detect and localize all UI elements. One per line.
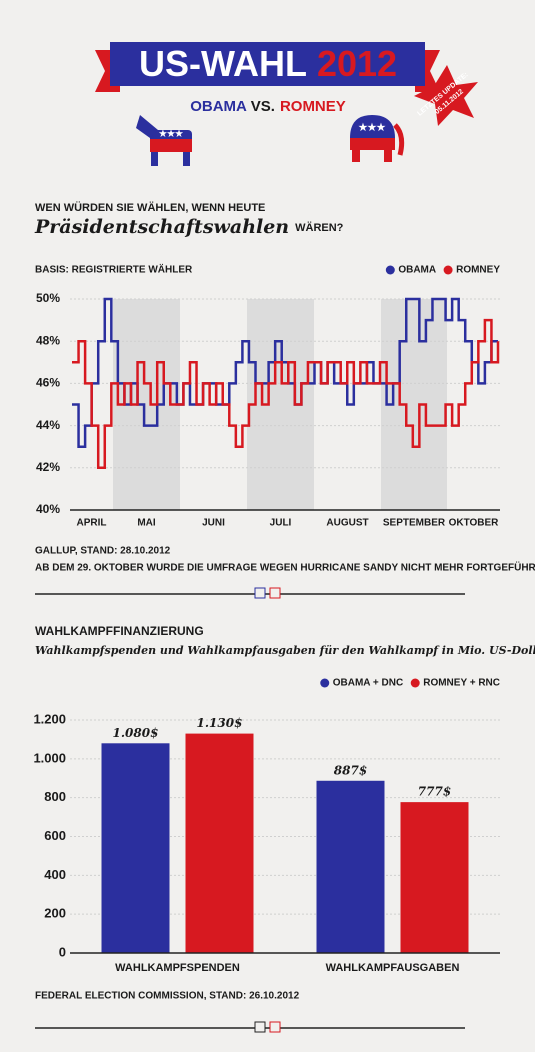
x-tick-label: AUGUST <box>326 518 368 529</box>
chart-title-pre: WEN WÜRDEN SIE WÄHLEN, WENN HEUTE <box>35 201 265 214</box>
header-subtitle: OBAMA VS. ROMNEY <box>190 98 346 115</box>
legend-label: OBAMA <box>398 265 436 276</box>
y-tick-label: 50% <box>36 291 60 305</box>
chart-subtitle: BASIS: REGISTRIERTE WÄHLER <box>35 263 193 276</box>
title-main: Präsidentschaftswahlen <box>34 216 289 238</box>
source: FEDERAL ELECTION COMMISSION, STAND: 26.1… <box>35 991 300 1002</box>
value-label: 1.080$ <box>113 726 159 740</box>
legend-label: ROMNEY + RNC <box>423 678 500 689</box>
bar <box>400 802 469 953</box>
legend-label: ROMNEY <box>456 265 500 276</box>
header-title: US-WAHL 2012 <box>139 43 397 84</box>
ballot-box <box>254 1021 266 1033</box>
series-line <box>72 318 500 470</box>
bar <box>101 743 170 953</box>
y-tick-label: 42% <box>36 460 60 474</box>
source: GALLUP, STAND: 28.10.2012 <box>35 546 171 557</box>
value-label: 1.130$ <box>197 716 243 730</box>
value-label: 777$ <box>418 785 451 799</box>
banner <box>110 42 425 86</box>
legend-dot <box>443 265 453 275</box>
subtitle-a: OBAMA <box>190 98 247 115</box>
legend-dot <box>320 678 330 688</box>
badge-star <box>414 65 478 126</box>
subtitle-b: VS. <box>251 98 275 115</box>
x-tick-label: WAHLKAMPFSPENDEN <box>115 962 240 974</box>
ballot-box <box>254 587 266 599</box>
legend-dot <box>410 678 420 688</box>
chart-subtitle: Wahlkampfspenden und Wahlkampfausgaben f… <box>35 644 535 657</box>
elephant-icon: ★★★ <box>350 115 405 162</box>
y-tick-label: 0 <box>59 944 66 959</box>
y-tick-label: 44% <box>36 418 60 432</box>
x-tick-label: SEPTEMBER <box>383 518 446 529</box>
subtitle-c: ROMNEY <box>280 98 346 115</box>
x-tick-label: OKTOBER <box>449 518 500 529</box>
chart-title: Präsidentschaftswahlen WÄREN? <box>34 216 344 238</box>
value-label: 887$ <box>334 763 367 777</box>
x-tick-label: JUNI <box>202 518 225 529</box>
legend-dot <box>385 265 395 275</box>
chart-title: WAHLKAMPFFINANZIERUNG <box>35 624 204 638</box>
x-tick-label: MAI <box>137 518 156 529</box>
y-tick-label: 600 <box>44 828 66 843</box>
donkey-icon: ★★★ <box>136 115 192 166</box>
y-tick-label: 200 <box>44 906 66 921</box>
ballot-box <box>269 1021 281 1033</box>
month-band <box>247 299 314 510</box>
y-tick-label: 46% <box>36 376 60 390</box>
y-tick-label: 1.200 <box>33 711 66 726</box>
y-tick-label: 40% <box>36 502 60 516</box>
bar <box>185 733 254 953</box>
title-b: 2012 <box>317 43 397 84</box>
legend-label: OBAMA + DNC <box>333 678 403 689</box>
x-tick-label: APRIL <box>77 518 107 529</box>
title-a: US-WAHL <box>139 43 307 84</box>
svg-text:★★★: ★★★ <box>359 123 386 134</box>
x-tick-label: WAHLKAMPFAUSGABEN <box>326 962 460 974</box>
note: AB DEM 29. OKTOBER WURDE DIE UMFRAGE WEG… <box>35 561 535 574</box>
y-tick-label: 800 <box>44 789 66 804</box>
ballot-box <box>269 587 281 599</box>
title-post: WÄREN? <box>295 221 344 234</box>
bar <box>316 780 385 953</box>
y-tick-label: 1.000 <box>33 750 66 765</box>
y-tick-label: 400 <box>44 867 66 882</box>
svg-text:★★★: ★★★ <box>159 128 184 138</box>
y-tick-label: 48% <box>36 333 60 347</box>
x-tick-label: JULI <box>270 518 292 529</box>
